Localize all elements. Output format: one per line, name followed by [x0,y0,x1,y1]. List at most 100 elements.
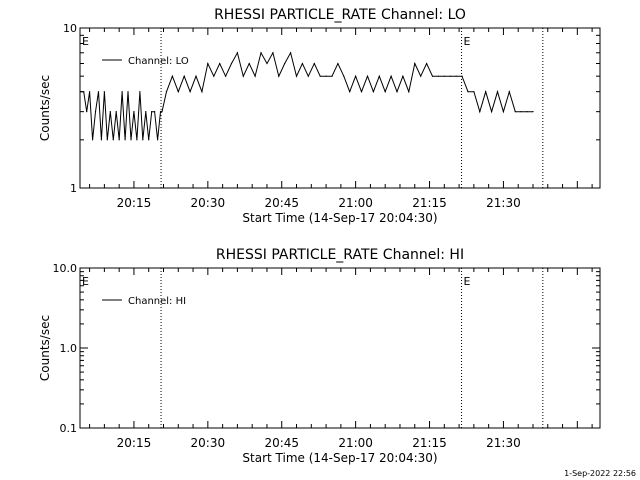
data-point [133,111,135,113]
data-point [151,111,153,113]
data-point [325,75,327,77]
event-marker-label: E [82,275,89,288]
data-point [177,91,179,93]
data-point [425,62,428,65]
data-point [295,75,298,77]
event-marker-label: E [464,275,471,288]
data-point [272,52,274,54]
data-point [366,75,369,77]
data-point [290,52,292,54]
data-series-line [80,51,533,140]
data-point [103,91,105,93]
data-point [254,75,256,77]
data-point [201,91,203,93]
data-point [130,139,132,141]
data-point [449,75,451,77]
data-point [431,75,434,77]
data-point [337,62,339,65]
data-point [343,75,345,77]
x-axis-label: Start Time (14-Sep-17 20:04:30) [242,451,437,465]
data-point [195,75,197,77]
data-point [461,75,463,77]
footer-timestamp: 1-Sep-2022 22:56 [564,469,636,478]
data-point [106,139,108,141]
data-point [355,75,357,77]
data-point [378,75,380,77]
data-point [183,75,185,77]
data-point [236,52,239,54]
chart-title: RHESSI PARTICLE_RATE Channel: LO [214,7,466,23]
data-point [142,139,144,141]
data-point [390,75,392,77]
data-point [100,139,103,141]
data-point [396,91,398,93]
y-tick-label: 1.0 [60,342,78,355]
data-point [455,75,457,77]
data-point [242,75,244,77]
data-point [520,111,522,113]
data-point [360,91,363,93]
data-point [91,139,94,141]
y-axis-label: Counts/sec [38,75,52,141]
x-tick-label: 21:00 [338,196,373,210]
data-point [86,111,88,113]
x-tick-label: 20:15 [117,436,152,450]
data-point [224,75,227,77]
data-point [124,139,126,141]
data-point [467,91,469,93]
data-point [443,75,445,77]
data-point [485,91,487,93]
y-tick-label: 10.0 [53,262,78,275]
x-tick-label: 21:15 [412,196,447,210]
data-point [97,91,100,93]
y-tick-label: 10 [63,22,77,35]
data-point [94,111,97,113]
plot-frame [79,27,601,189]
data-point [219,62,221,65]
data-point [284,62,286,65]
data-point [121,91,123,93]
data-point [109,111,111,113]
x-axis-label: Start Time (14-Sep-17 20:04:30) [242,211,437,225]
data-point [136,139,138,141]
data-point [139,91,141,93]
y-axis-label: Counts/sec [38,315,52,381]
data-point [127,91,129,93]
data-point [414,62,416,65]
data-point [154,111,156,113]
x-tick-label: 21:00 [338,436,373,450]
data-point [491,111,493,113]
y-tick-label: 0.1 [60,422,78,435]
plot-frame [79,267,601,429]
data-point [437,75,440,77]
x-tick-label: 20:15 [117,196,152,210]
data-point [301,62,304,65]
data-point [514,111,516,113]
data-point [145,111,147,113]
chart-panel-2: RHESSI PARTICLE_RATE Channel: HI Start Ti… [38,247,601,465]
data-point [189,91,191,93]
data-point [384,91,386,93]
data-point [496,91,499,93]
legend-entry: Channel: LO [128,56,189,67]
y-tick-label: 1 [70,182,77,195]
event-marker-label: E [82,35,89,48]
data-point [420,75,422,77]
data-point [372,91,374,93]
x-tick-label: 21:30 [486,436,521,450]
data-point [408,91,410,93]
x-tick-label: 21:30 [486,196,521,210]
data-point [319,75,321,77]
data-point [526,111,528,113]
data-point [207,62,209,65]
data-point [532,111,534,113]
data-point [171,75,173,77]
data-point [118,139,120,141]
legend-entry: Channel: HI [128,296,186,307]
data-point [260,52,262,54]
data-point [148,139,150,141]
data-point [230,62,233,65]
data-point [248,62,250,65]
data-point [313,62,315,65]
